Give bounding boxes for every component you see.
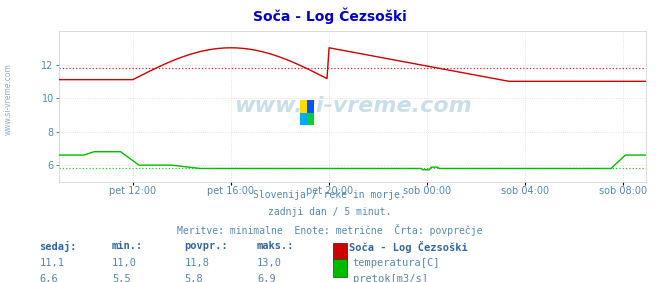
Text: 6,6: 6,6 [40,274,58,282]
Text: povpr.:: povpr.: [185,241,228,251]
Text: 11,8: 11,8 [185,258,210,268]
Text: min.:: min.: [112,241,143,251]
Text: Meritve: minimalne  Enote: metrične  Črta: povprečje: Meritve: minimalne Enote: metrične Črta:… [177,224,482,236]
Text: Slovenija / reke in morje.: Slovenija / reke in morje. [253,190,406,200]
Text: 5,5: 5,5 [112,274,130,282]
Text: 5,8: 5,8 [185,274,203,282]
Text: 11,0: 11,0 [112,258,137,268]
Bar [307,113,314,125]
Text: pretok[m3/s]: pretok[m3/s] [353,274,428,282]
Text: zadnji dan / 5 minut.: zadnji dan / 5 minut. [268,207,391,217]
Text: maks.:: maks.: [257,241,295,251]
Bar [300,113,307,125]
Text: 11,1: 11,1 [40,258,65,268]
Text: Soča - Log Čezsoški: Soča - Log Čezsoški [252,7,407,24]
Text: www.si-vreme.com: www.si-vreme.com [234,96,471,116]
Text: www.si-vreme.com: www.si-vreme.com [4,63,13,135]
Bar [300,100,307,113]
Text: temperatura[C]: temperatura[C] [353,258,440,268]
Text: 13,0: 13,0 [257,258,282,268]
Text: 6,9: 6,9 [257,274,275,282]
Text: Soča - Log Čezsoški: Soča - Log Čezsoški [349,241,468,253]
Bar [307,100,314,113]
Text: sedaj:: sedaj: [40,241,77,252]
